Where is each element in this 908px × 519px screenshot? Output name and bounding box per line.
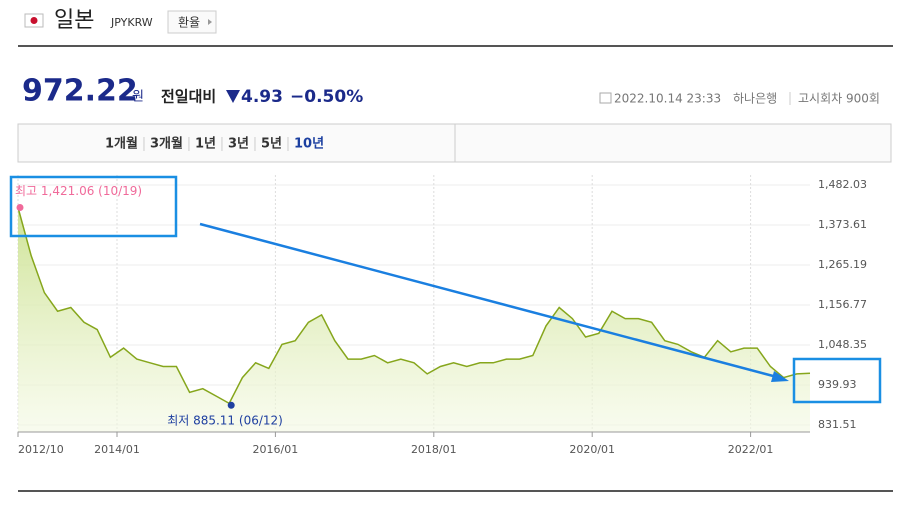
arrow-head xyxy=(771,371,789,382)
flag-dot xyxy=(30,17,38,24)
tab[interactable]: 1개월 xyxy=(105,136,138,152)
highlight-box xyxy=(792,357,882,404)
x-tick-label: 2018/01 xyxy=(411,443,457,456)
rate-button-label[interactable]: 환율 xyxy=(178,16,200,30)
title: 일본 xyxy=(54,8,94,33)
change-pct: −0.50% xyxy=(290,87,363,107)
y-tick-label: 939.93 xyxy=(818,378,857,391)
price-unit: 원 xyxy=(132,90,144,105)
tab[interactable]: 5년 xyxy=(261,137,282,152)
x-tick-label: 2022/01 xyxy=(728,443,774,456)
price: 972.22 xyxy=(22,74,138,109)
tab[interactable]: 3년 xyxy=(228,137,249,152)
high-label: 최고 1,421.06 (10/19) xyxy=(15,184,142,198)
line xyxy=(17,207,811,405)
tabs: 1개월 3개월 1년 3년 5년 10년 xyxy=(105,136,324,152)
y-tick-label: 1,156.77 xyxy=(818,298,867,311)
chart: 1,482.03 1,373.61 1,265.19 1,156.77 1,048.35… xyxy=(15,175,867,456)
tab[interactable]: 1년 xyxy=(195,137,216,152)
code: JPYKRW xyxy=(110,16,153,29)
y-tick-label: 1,048.35 xyxy=(818,338,867,351)
tab[interactable]: 10년 xyxy=(294,137,324,152)
high-marker xyxy=(16,203,24,211)
down-arrow xyxy=(226,90,240,103)
y-tick-label: 831.51 xyxy=(818,418,857,431)
bank: 하나은행 xyxy=(733,91,777,106)
x-tick-label: 2014/01 xyxy=(94,443,140,456)
area xyxy=(18,207,810,432)
x-tick-label: 2012/10 xyxy=(18,443,64,456)
annotation-arrow xyxy=(199,222,778,379)
x-tick-label: 2020/01 xyxy=(569,443,615,456)
button-arrow xyxy=(208,19,212,25)
y-tick-label: 1,482.03 xyxy=(818,178,867,191)
y-tick-label: 1,373.61 xyxy=(818,218,867,231)
low-label: 최저 885.11 (06/12) xyxy=(167,414,283,428)
datetime: 2022.10.14 23:33 xyxy=(614,92,721,106)
y-tick-label: 1,265.19 xyxy=(818,258,867,271)
change-label: 전일대비 xyxy=(161,88,216,106)
calendar-icon xyxy=(599,92,612,104)
low-marker xyxy=(227,401,235,409)
rate-button[interactable] xyxy=(167,10,217,34)
highlight-box xyxy=(9,175,178,238)
round: 고시회차 900회 xyxy=(798,92,880,106)
tab[interactable]: 3개월 xyxy=(150,136,183,152)
x-tick-label: 2016/01 xyxy=(253,443,299,456)
change: 4.93 xyxy=(241,87,283,107)
